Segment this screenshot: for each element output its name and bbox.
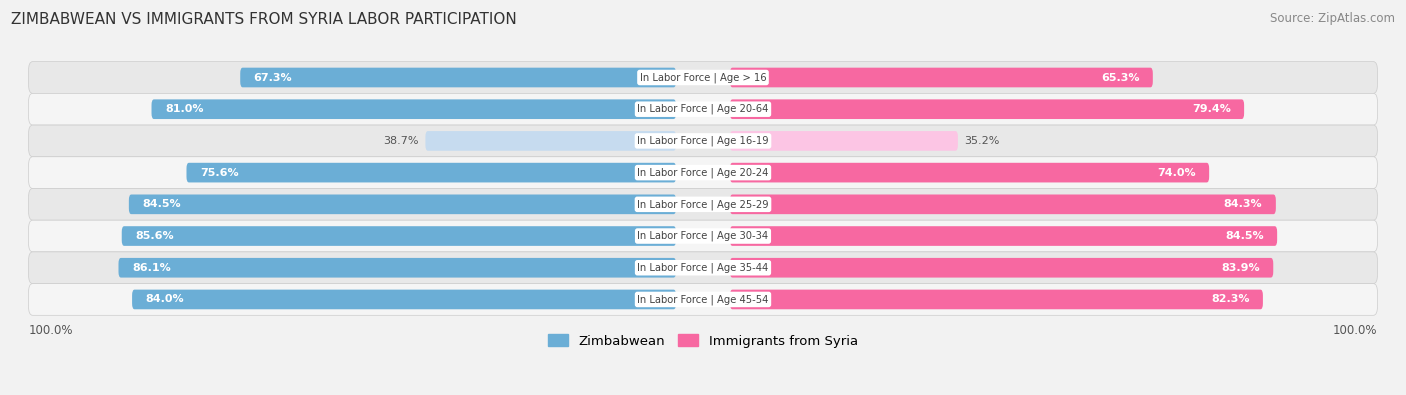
FancyBboxPatch shape (118, 258, 676, 278)
FancyBboxPatch shape (28, 188, 1378, 220)
Text: 82.3%: 82.3% (1211, 294, 1250, 305)
FancyBboxPatch shape (426, 131, 676, 151)
Text: 100.0%: 100.0% (1333, 324, 1378, 337)
FancyBboxPatch shape (730, 258, 1274, 278)
Text: 35.2%: 35.2% (965, 136, 1000, 146)
Text: 81.0%: 81.0% (165, 104, 204, 114)
FancyBboxPatch shape (28, 220, 1378, 252)
FancyBboxPatch shape (730, 68, 1153, 87)
FancyBboxPatch shape (132, 290, 676, 309)
Text: In Labor Force | Age 30-34: In Labor Force | Age 30-34 (637, 231, 769, 241)
FancyBboxPatch shape (28, 62, 1378, 93)
FancyBboxPatch shape (122, 226, 676, 246)
Text: 84.5%: 84.5% (1225, 231, 1264, 241)
FancyBboxPatch shape (730, 163, 1209, 182)
Text: 84.5%: 84.5% (142, 199, 181, 209)
FancyBboxPatch shape (28, 125, 1378, 157)
FancyBboxPatch shape (730, 100, 1244, 119)
FancyBboxPatch shape (730, 131, 957, 151)
Text: In Labor Force | Age 25-29: In Labor Force | Age 25-29 (637, 199, 769, 210)
Text: In Labor Force | Age > 16: In Labor Force | Age > 16 (640, 72, 766, 83)
Text: 85.6%: 85.6% (135, 231, 174, 241)
Text: In Labor Force | Age 16-19: In Labor Force | Age 16-19 (637, 135, 769, 146)
Text: Source: ZipAtlas.com: Source: ZipAtlas.com (1270, 12, 1395, 25)
Text: ZIMBABWEAN VS IMMIGRANTS FROM SYRIA LABOR PARTICIPATION: ZIMBABWEAN VS IMMIGRANTS FROM SYRIA LABO… (11, 12, 517, 27)
FancyBboxPatch shape (187, 163, 676, 182)
Text: In Labor Force | Age 35-44: In Labor Force | Age 35-44 (637, 263, 769, 273)
FancyBboxPatch shape (28, 157, 1378, 188)
Text: In Labor Force | Age 20-64: In Labor Force | Age 20-64 (637, 104, 769, 115)
Text: 38.7%: 38.7% (384, 136, 419, 146)
Text: 65.3%: 65.3% (1101, 73, 1139, 83)
FancyBboxPatch shape (730, 290, 1263, 309)
Text: 100.0%: 100.0% (28, 324, 73, 337)
FancyBboxPatch shape (730, 226, 1277, 246)
FancyBboxPatch shape (28, 252, 1378, 284)
FancyBboxPatch shape (129, 194, 676, 214)
Text: 84.0%: 84.0% (146, 294, 184, 305)
FancyBboxPatch shape (152, 100, 676, 119)
Text: 74.0%: 74.0% (1157, 167, 1195, 178)
Text: 75.6%: 75.6% (200, 167, 239, 178)
Text: 86.1%: 86.1% (132, 263, 170, 273)
Text: 84.3%: 84.3% (1223, 199, 1263, 209)
FancyBboxPatch shape (240, 68, 676, 87)
Text: 67.3%: 67.3% (253, 73, 292, 83)
Text: In Labor Force | Age 45-54: In Labor Force | Age 45-54 (637, 294, 769, 305)
Legend: Zimbabwean, Immigrants from Syria: Zimbabwean, Immigrants from Syria (543, 329, 863, 353)
FancyBboxPatch shape (28, 93, 1378, 125)
Text: In Labor Force | Age 20-24: In Labor Force | Age 20-24 (637, 167, 769, 178)
FancyBboxPatch shape (730, 194, 1275, 214)
Text: 79.4%: 79.4% (1192, 104, 1230, 114)
Text: 83.9%: 83.9% (1222, 263, 1260, 273)
FancyBboxPatch shape (28, 284, 1378, 315)
